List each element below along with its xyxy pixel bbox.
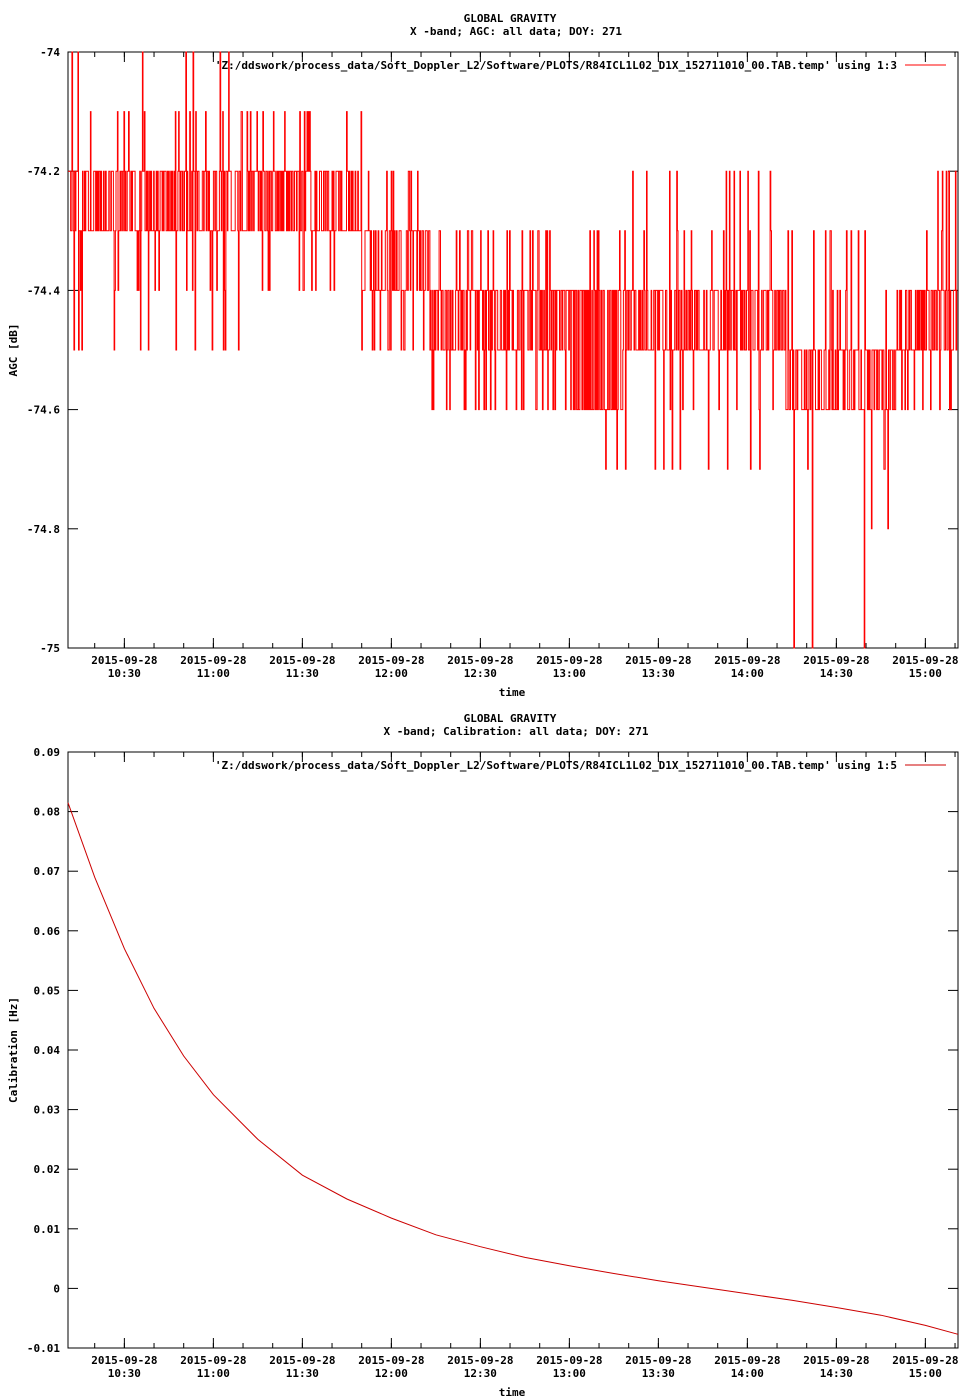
agc-x-tick-date: 2015-09-28 <box>180 654 246 667</box>
calibration-y-tick-label: 0 <box>53 1282 60 1295</box>
agc-x-tick-time: 13:30 <box>642 667 675 680</box>
calibration-panel: GLOBAL GRAVITY X -band; Calibration: all… <box>7 712 959 1399</box>
agc-legend-label: 'Z:/ddswork/process_data/Soft_Doppler_L2… <box>215 59 897 72</box>
agc-x-tick-date: 2015-09-28 <box>714 654 780 667</box>
calibration-x-tick-date: 2015-09-28 <box>892 1354 958 1367</box>
calibration-plot-frame <box>67 751 959 1349</box>
calibration-x-tick-date: 2015-09-28 <box>358 1354 424 1367</box>
calibration-legend-label: 'Z:/ddswork/process_data/Soft_Doppler_L2… <box>215 759 897 772</box>
calibration-x-tick-date: 2015-09-28 <box>180 1354 246 1367</box>
agc-x-tick-time: 13:00 <box>553 667 586 680</box>
calibration-x-tick-time: 10:30 <box>108 1367 141 1380</box>
calibration-title: GLOBAL GRAVITY <box>464 712 557 725</box>
agc-y-tick-label: -75 <box>40 642 60 655</box>
calibration-y-tick-label: 0.04 <box>34 1044 61 1057</box>
calibration-y-tick-label: 0.02 <box>34 1163 61 1176</box>
calibration-x-tick-date: 2015-09-28 <box>447 1354 513 1367</box>
calibration-x-tick-time: 13:00 <box>553 1367 586 1380</box>
agc-x-tick-time: 12:00 <box>375 667 408 680</box>
agc-x-tick-time: 14:30 <box>820 667 853 680</box>
calibration-x-tick-time: 14:00 <box>731 1367 764 1380</box>
agc-x-tick-time: 10:30 <box>108 667 141 680</box>
calibration-series-line <box>67 802 959 1335</box>
calibration-y-tick-label: 0.05 <box>34 984 61 997</box>
agc-x-tick-date: 2015-09-28 <box>536 654 602 667</box>
calibration-y-tick-label: -0.01 <box>27 1342 60 1355</box>
calibration-y-tick-label: 0.07 <box>34 865 61 878</box>
agc-x-tick-time: 12:30 <box>464 667 497 680</box>
agc-x-tick-date: 2015-09-28 <box>358 654 424 667</box>
calibration-x-axis-label: time <box>499 1386 526 1399</box>
calibration-x-tick-date: 2015-09-28 <box>269 1354 335 1367</box>
calibration-x-tick-time: 12:00 <box>375 1367 408 1380</box>
agc-y-tick-label: -74.2 <box>27 165 60 178</box>
agc-x-tick-date: 2015-09-28 <box>269 654 335 667</box>
agc-panel: GLOBAL GRAVITY X -band; AGC: all data; D… <box>7 12 959 699</box>
agc-y-tick-label: -74.6 <box>27 404 60 417</box>
agc-x-axis-label: time <box>499 686 526 699</box>
calibration-y-axis-label: Calibration [Hz] <box>7 997 20 1103</box>
calibration-y-tick-label: 0.03 <box>34 1104 61 1117</box>
agc-subtitle: X -band; AGC: all data; DOY: 271 <box>410 25 622 38</box>
calibration-x-tick-time: 13:30 <box>642 1367 675 1380</box>
calibration-x-tick-date: 2015-09-28 <box>625 1354 691 1367</box>
agc-x-tick-time: 15:00 <box>909 667 942 680</box>
agc-y-tick-label: -74 <box>40 46 60 59</box>
agc-y-tick-label: -74.8 <box>27 523 60 536</box>
calibration-x-tick-date: 2015-09-28 <box>536 1354 602 1367</box>
calibration-y-tick-label: 0.08 <box>34 806 61 819</box>
agc-x-tick-date: 2015-09-28 <box>91 654 157 667</box>
calibration-y-tick-label: 0.01 <box>34 1223 61 1236</box>
agc-series-line <box>68 51 958 649</box>
calibration-subtitle: X -band; Calibration: all data; DOY: 271 <box>384 725 649 738</box>
calibration-x-tick-date: 2015-09-28 <box>803 1354 869 1367</box>
agc-x-tick-date: 2015-09-28 <box>892 654 958 667</box>
calibration-x-tick-time: 11:30 <box>286 1367 319 1380</box>
agc-x-tick-date: 2015-09-28 <box>625 654 691 667</box>
agc-title: GLOBAL GRAVITY <box>464 12 557 25</box>
agc-x-tick-date: 2015-09-28 <box>803 654 869 667</box>
agc-x-tick-time: 14:00 <box>731 667 764 680</box>
agc-x-tick-time: 11:00 <box>197 667 230 680</box>
agc-y-tick-label: -74.4 <box>27 284 60 297</box>
calibration-y-tick-label: 0.06 <box>34 925 61 938</box>
calibration-x-tick-date: 2015-09-28 <box>91 1354 157 1367</box>
agc-plot-frame <box>67 51 959 649</box>
calibration-x-tick-date: 2015-09-28 <box>714 1354 780 1367</box>
agc-x-tick-time: 11:30 <box>286 667 319 680</box>
calibration-x-tick-time: 12:30 <box>464 1367 497 1380</box>
calibration-x-tick-time: 14:30 <box>820 1367 853 1380</box>
agc-y-axis-label: AGC [dB] <box>7 324 20 377</box>
calibration-y-tick-label: 0.09 <box>34 746 61 759</box>
calibration-x-tick-time: 11:00 <box>197 1367 230 1380</box>
agc-x-tick-date: 2015-09-28 <box>447 654 513 667</box>
calibration-x-tick-time: 15:00 <box>909 1367 942 1380</box>
